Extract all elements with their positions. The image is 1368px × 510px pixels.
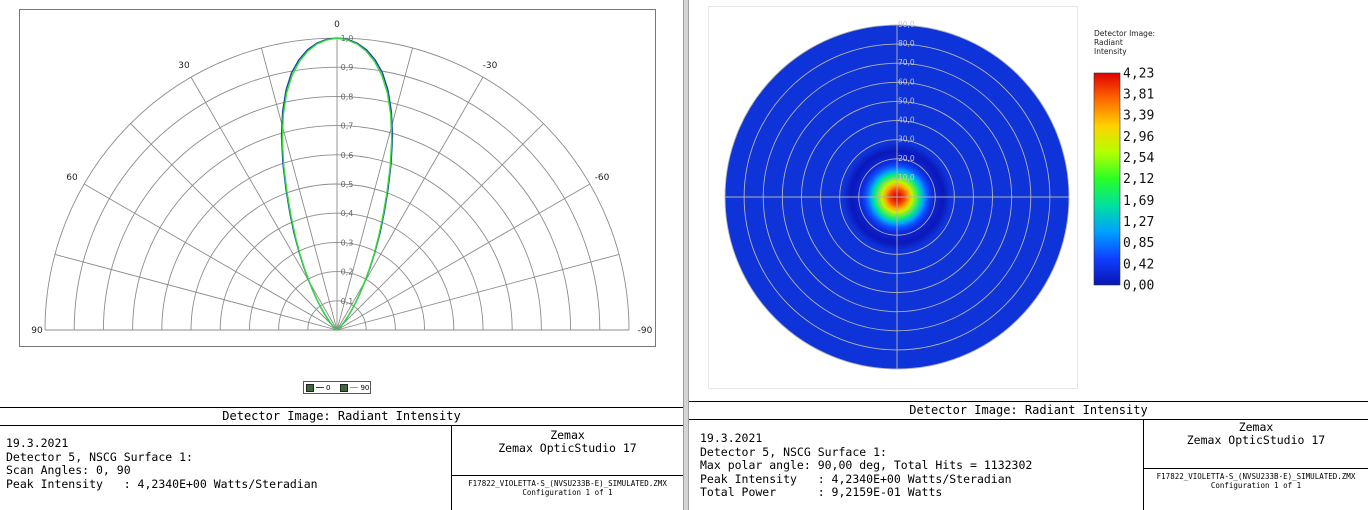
legend-line-0 <box>316 387 324 388</box>
info-total-power: Total Power : 9,2159E-01 Watts <box>700 485 943 499</box>
colorbar <box>1093 72 1121 286</box>
polar-series <box>280 37 394 331</box>
polar-plot-window: 0 30 -30 60 -60 90 -90 0,1 0,2 0,3 0,4 0,5 0,6 0,7 0,… <box>0 0 683 510</box>
angle-grid-spoke <box>336 47 414 331</box>
colorbar-label: 2,54 <box>1123 151 1154 166</box>
radial-tick-label: 1,0 <box>341 34 354 43</box>
angle-grid-spoke <box>260 47 338 331</box>
info-date: 19.3.2021 <box>700 431 763 445</box>
raster-radial-label: 80,0 <box>898 39 915 48</box>
brand-product: Zemax OpticStudio 17 <box>1186 433 1326 447</box>
raster-radial-label: 30,0 <box>898 135 915 144</box>
angle-grid-spoke <box>83 183 338 331</box>
colorbar-label: 4,23 <box>1123 67 1154 82</box>
legend-checkbox-icon[interactable] <box>340 383 349 392</box>
radial-tick-label: 0,4 <box>341 209 354 218</box>
colorbar-label: 0,85 <box>1123 236 1154 251</box>
angle-tick-label: 90 <box>31 326 43 336</box>
raster-radial-label: 20,0 <box>898 154 915 163</box>
colorbar-label: 0,00 <box>1123 279 1154 294</box>
radial-tick-label: 0,8 <box>341 92 354 101</box>
angle-tick-labels: 0 30 -30 60 -60 90 -90 <box>31 20 652 336</box>
info-date: 19.3.2021 <box>6 436 69 450</box>
colorbar-label: 0,42 <box>1123 257 1154 272</box>
raster-radial-label: 10,0 <box>898 173 915 182</box>
colorbar-label: 3,39 <box>1123 109 1154 124</box>
raster-grid <box>724 24 1070 370</box>
radial-tick-label: 0,1 <box>341 297 354 306</box>
plot-frame <box>19 9 656 347</box>
radial-tick-labels: 0,1 0,2 0,3 0,4 0,5 0,6 0,7 0,8 0,9 1,0 <box>341 34 354 306</box>
info-detector: Detector 5, NSCG Surface 1: <box>700 444 887 459</box>
configuration: Configuration 1 of 1 <box>522 488 613 497</box>
colorbar-label: 2,96 <box>1123 130 1154 145</box>
colorbar-title-line: Detector Image: <box>1094 29 1155 38</box>
angle-grid-spoke <box>336 183 591 331</box>
info-detector: Detector 5, NSCG Surface 1: <box>6 449 193 464</box>
raster-radial-label: 40,0 <box>898 116 915 125</box>
splitter-handle[interactable] <box>683 0 689 510</box>
series-line-90 <box>281 37 393 331</box>
colorbar-title-line: Intensity <box>1094 47 1127 56</box>
legend-line-90 <box>350 387 359 388</box>
raster-radial-labels: 10,0 20,0 30,0 40,0 50,0 60,0 70,0 80,0 90,0 <box>898 20 915 182</box>
info-max-polar: Max polar angle: 90,00 deg, Total Hits =… <box>700 458 1033 472</box>
colorbar-label: 3,81 <box>1123 88 1154 103</box>
angle-tick-label: 0 <box>334 20 340 30</box>
info-peak-intensity: Peak Intensity : 4,2340E+00 Watts/Sterad… <box>6 476 318 491</box>
info-peak-intensity: Peak Intensity : 4,2340E+00 Watts/Sterad… <box>700 471 1012 486</box>
footer-info: 19.3.2021 Detector 5, NSCG Surface 1: Max … <box>689 419 1144 510</box>
radial-tick-label: 0,7 <box>341 122 354 131</box>
footer-title: Detector Image: Radiant Intensity <box>0 407 683 426</box>
angle-tick-label: -30 <box>483 61 498 71</box>
colorbar-labels: 4,23 3,81 3,39 2,96 2,54 2,12 1,69 1,27 0,85 0,42… <box>1123 67 1154 294</box>
angle-grid-spoke <box>130 123 338 331</box>
colorbar-label: 1,27 <box>1123 215 1154 230</box>
radial-tick-label: 0,2 <box>341 268 354 277</box>
radial-tick-label: 0,9 <box>341 63 354 72</box>
radial-tick-label: 0,5 <box>341 180 354 189</box>
angle-grid-spoke <box>336 76 484 331</box>
footer-info: 19.3.2021 Detector 5, NSCG Surface 1: Scan… <box>0 425 452 510</box>
brand-product: Zemax OpticStudio 17 <box>498 441 637 455</box>
raster-radial-label: 60,0 <box>898 77 915 86</box>
angle-grid-spoke <box>54 253 338 331</box>
angle-tick-label: -60 <box>595 173 610 183</box>
angle-tick-label: -90 <box>638 326 653 336</box>
footer-brand: Zemax Zemax OpticStudio 17 <box>1144 421 1368 447</box>
colorbar-label: 2,12 <box>1123 172 1154 187</box>
angle-grid-spoke <box>336 253 620 331</box>
raster-radial-label: 50,0 <box>898 96 915 105</box>
angle-grid-spoke <box>190 76 338 331</box>
raster-radial-label: 90,0 <box>898 20 915 29</box>
footer-file: F17822_VIOLETTA-S_(NVSU233B-E)_SIMULATED… <box>452 475 683 510</box>
configuration: Configuration 1 of 1 <box>1210 481 1302 490</box>
legend-label-90: 90 <box>360 383 370 392</box>
radial-tick-label: 0,3 <box>341 238 354 247</box>
legend: 0 90 <box>303 381 371 394</box>
legend-checkbox-icon[interactable] <box>306 383 314 392</box>
brand-name: Zemax <box>550 428 585 442</box>
file-name: F17822_VIOLETTA-S_(NVSU233B-E)_SIMULATED… <box>1156 472 1356 481</box>
radial-tick-label: 0,6 <box>341 151 354 160</box>
brand-name: Zemax <box>1238 420 1274 434</box>
raster-plot-window: 10,0 20,0 30,0 40,0 50,0 60,0 70,0 80,0 90,0 Det… <box>689 0 1368 510</box>
angle-tick-label: 30 <box>178 61 190 71</box>
footer-file: F17822_VIOLETTA-S_(NVSU233B-E)_SIMULATED… <box>1144 468 1368 510</box>
footer-brand: Zemax Zemax OpticStudio 17 <box>452 429 683 455</box>
colorbar-label: 1,69 <box>1123 194 1154 209</box>
footer-title: Detector Image: Radiant Intensity <box>689 401 1368 420</box>
angle-grid-spoke <box>336 123 544 331</box>
raster-plot: 10,0 20,0 30,0 40,0 50,0 60,0 70,0 80,0 90,0 Det… <box>708 6 1155 389</box>
raster-radial-label: 70,0 <box>898 58 915 67</box>
legend-label-0: 0 <box>326 383 331 392</box>
file-name: F17822_VIOLETTA-S_(NVSU233B-E)_SIMULATED… <box>468 479 667 488</box>
info-scan-angles: Scan Angles: 0, 90 <box>6 463 131 477</box>
colorbar-title-line: Radiant <box>1094 38 1123 47</box>
polar-grid <box>44 37 630 331</box>
angle-tick-label: 60 <box>66 173 78 183</box>
